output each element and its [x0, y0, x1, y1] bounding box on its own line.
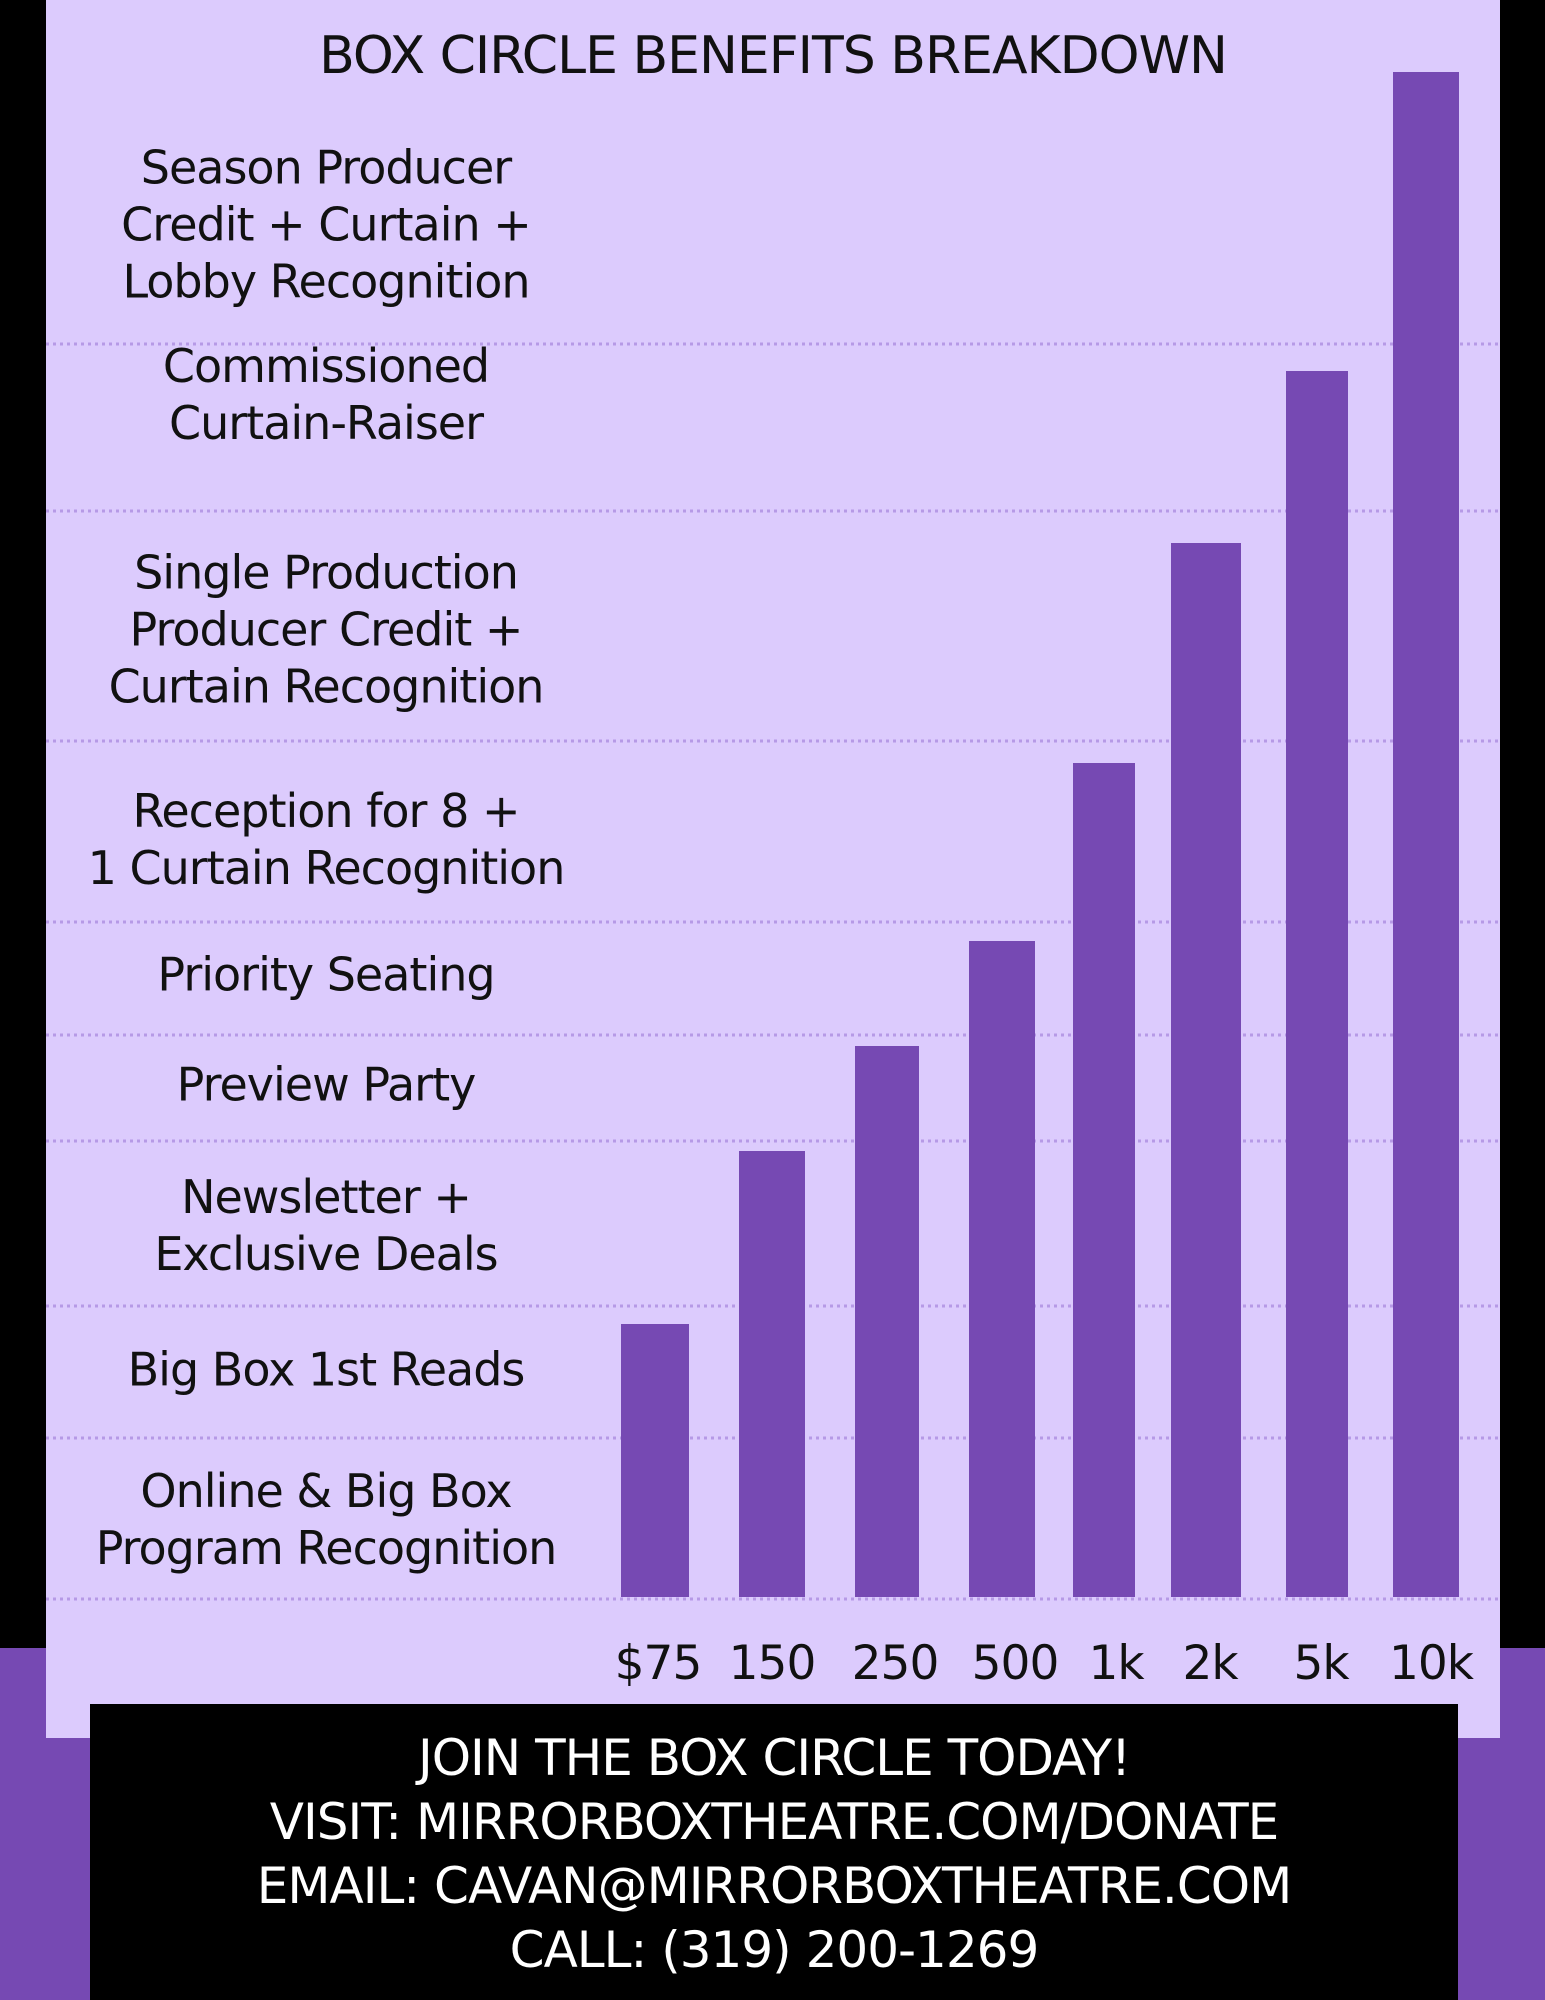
cta-lines: JOIN THE BOX CIRCLE TODAY! VISIT: MIRRORB…: [90, 1704, 1458, 1982]
benefit-label-line: Online & Big Box: [140, 1464, 512, 1518]
cta-line: JOIN THE BOX CIRCLE TODAY!: [417, 1729, 1131, 1787]
benefit-label-line: Exclusive Deals: [154, 1227, 498, 1281]
bar-5k: [1286, 371, 1348, 1597]
bar-10k: [1393, 72, 1459, 1597]
benefit-label-line: Program Recognition: [95, 1521, 558, 1575]
bar-250: [855, 1046, 919, 1597]
call-to-action-box: JOIN THE BOX CIRCLE TODAY! VISIT: MIRRORB…: [90, 1704, 1458, 2000]
x-tick-label: 5k: [1293, 1636, 1349, 1691]
benefit-label-line: Curtain-Raiser: [168, 396, 484, 450]
benefit-label: Online & Big Box Program Recognition: [46, 1463, 606, 1577]
benefit-label-line: Producer Credit +: [129, 602, 524, 657]
benefit-label: Newsletter + Exclusive Deals: [46, 1169, 606, 1283]
benefit-label: Reception for 8 +1 Curtain Recognition: [46, 783, 606, 897]
cta-line: EMAIL: CAVAN@MIRRORBOXTHEATRE.COM: [256, 1857, 1292, 1915]
x-tick-label: 150: [728, 1636, 817, 1691]
benefit-label: Priority Seating: [46, 947, 606, 1004]
bar-2k: [1171, 543, 1241, 1597]
benefit-label: Big Box 1st Reads: [46, 1342, 606, 1399]
bar-150: [739, 1151, 805, 1597]
benefit-label-line: Credit + Curtain +: [121, 197, 532, 252]
x-tick-label: 250: [851, 1636, 940, 1691]
x-tick-label: $75: [614, 1636, 703, 1691]
x-tick-label: 500: [971, 1636, 1060, 1691]
cta-line: CALL: (319) 200-1269: [509, 1921, 1040, 1979]
benefit-label-line: Newsletter +: [181, 1170, 472, 1224]
benefit-label-line: Commissioned: [162, 339, 490, 393]
benefit-label: Single Production Producer Credit + Curtai…: [46, 545, 606, 716]
bar-500: [969, 941, 1035, 1597]
cta-line: VISIT: MIRRORBOXTHEATRE.COM/DONATE: [269, 1793, 1279, 1851]
x-tick-label: 1k: [1088, 1636, 1144, 1691]
benefit-label-line: 1 Curtain Recognition: [87, 841, 566, 895]
x-tick-label: 2k: [1182, 1636, 1238, 1691]
benefit-label: Season Producer Credit + Curtain + Lobby R…: [46, 140, 606, 311]
benefit-label-line: Lobby Recognition: [122, 254, 530, 309]
chart-title: BOX CIRCLE BENEFITS BREAKDOWN: [319, 26, 1228, 86]
benefit-label-line: Reception for 8 +: [132, 784, 520, 838]
benefit-label: Commissioned Curtain-Raiser: [46, 338, 606, 452]
benefit-label-line: Season Producer: [140, 140, 512, 195]
benefit-label-line: Preview Party: [176, 1057, 477, 1112]
benefit-label-line: Priority Seating: [157, 947, 495, 1002]
benefit-label-line: Big Box 1st Reads: [127, 1342, 526, 1397]
bar-$75: [621, 1324, 689, 1597]
benefit-label-line: Single Production: [134, 545, 519, 600]
bar-1k: [1073, 763, 1135, 1597]
benefit-label: Preview Party: [46, 1057, 606, 1114]
benefit-label-line: Curtain Recognition: [108, 659, 545, 714]
x-tick-label: 10k: [1388, 1636, 1474, 1691]
